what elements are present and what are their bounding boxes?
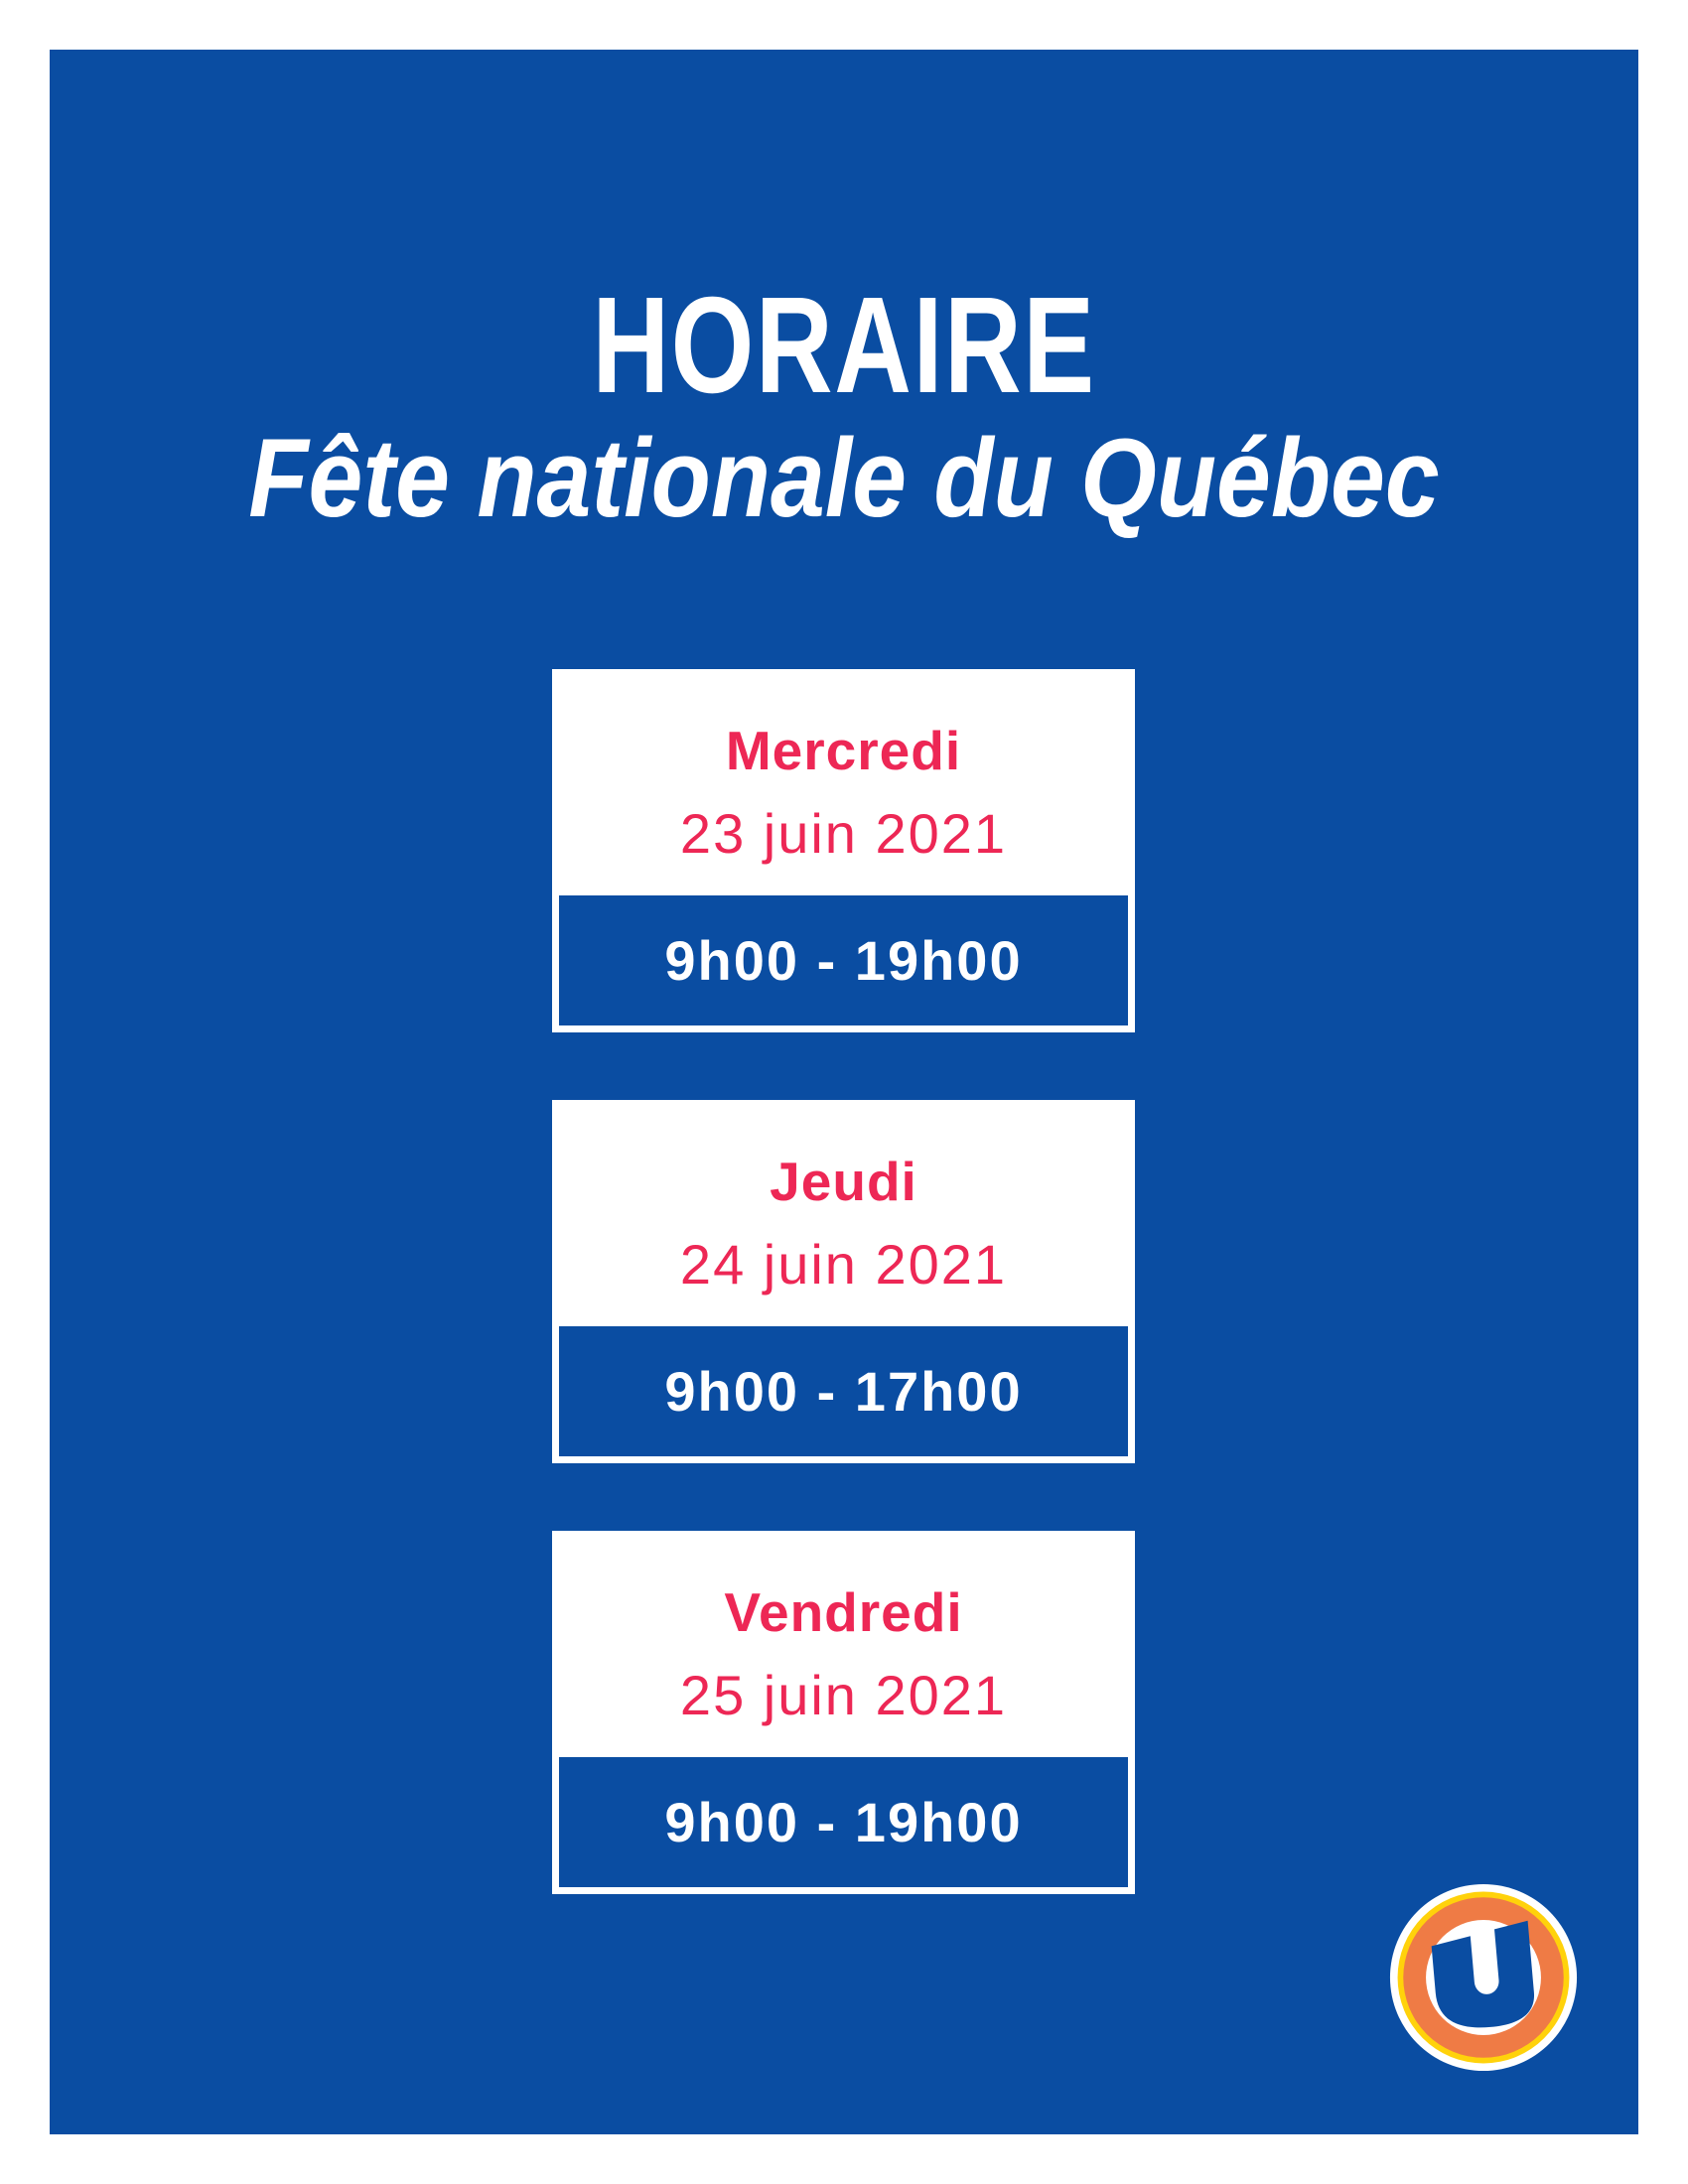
day-label: Jeudi [770, 1151, 917, 1212]
schedule-card-mercredi: Mercredi 23 juin 2021 9h00 - 19h00 [552, 669, 1135, 1032]
day-label: Mercredi [725, 720, 962, 781]
hours-band: 9h00 - 19h00 [559, 895, 1128, 1025]
day-label: Vendredi [724, 1581, 963, 1643]
hours-band: 9h00 - 17h00 [559, 1326, 1128, 1456]
hours-band: 9h00 - 19h00 [559, 1757, 1128, 1887]
hours-label: 9h00 - 19h00 [664, 1791, 1023, 1853]
poster-background: HORAIRE Fête nationale du Québec Mercred… [50, 50, 1638, 2134]
date-label: 25 juin 2021 [679, 1664, 1008, 1726]
poster-subtitle: Fête nationale du Québec [248, 416, 1440, 540]
u-brand-logo-icon [1389, 1883, 1578, 2072]
hours-label: 9h00 - 17h00 [664, 1360, 1023, 1423]
schedule-card-vendredi: Vendredi 25 juin 2021 9h00 - 19h00 [552, 1531, 1135, 1894]
date-label: 23 juin 2021 [679, 802, 1008, 865]
date-label: 24 juin 2021 [679, 1233, 1008, 1296]
hours-label: 9h00 - 19h00 [664, 929, 1023, 992]
schedule-card-jeudi: Jeudi 24 juin 2021 9h00 - 17h00 [552, 1100, 1135, 1463]
logo-letter-u [1431, 1920, 1534, 2028]
poster-title: HORAIRE [592, 269, 1096, 422]
